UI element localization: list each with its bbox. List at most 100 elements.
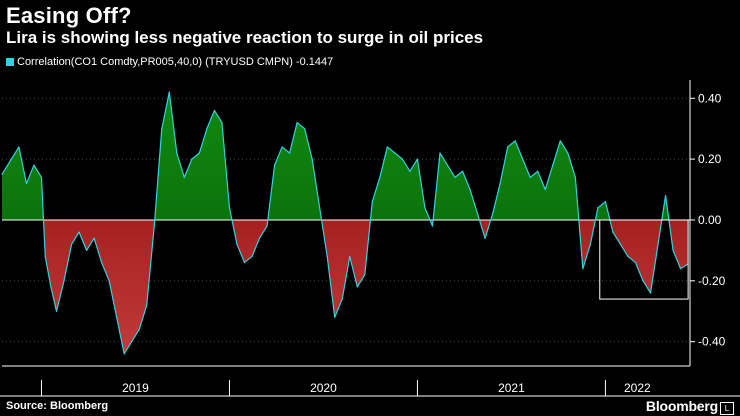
data-point [439, 152, 441, 154]
data-point [198, 152, 200, 154]
data-point [379, 176, 381, 178]
data-point [289, 152, 291, 154]
data-point [228, 207, 231, 209]
data-point [44, 255, 46, 258]
data-point [50, 286, 52, 288]
data-point [356, 286, 358, 288]
data-point [672, 249, 674, 251]
data-point [33, 164, 35, 166]
data-point [221, 121, 223, 124]
data-point [386, 146, 388, 148]
data-point [108, 280, 110, 282]
data-point [40, 176, 43, 178]
data-point [649, 292, 652, 294]
chart-subtitle: Lira is showing less negative reaction t… [6, 28, 484, 47]
data-point [176, 152, 178, 154]
data-point [251, 255, 253, 258]
data-point [213, 109, 216, 112]
data-point [680, 268, 682, 270]
data-point [469, 188, 471, 191]
positive-area [2, 92, 689, 220]
data-point [101, 261, 103, 264]
data-point [304, 128, 306, 130]
y-tick-label: -0.20 [698, 274, 726, 288]
data-point [10, 158, 12, 160]
data-point [281, 146, 283, 148]
data-point [183, 176, 185, 178]
data-point [146, 304, 148, 306]
data-point [522, 158, 524, 160]
data-point [25, 182, 28, 185]
y-tick-label: 0.00 [698, 213, 722, 227]
data-point [18, 146, 20, 148]
highlight-box [599, 219, 689, 300]
data-point [454, 176, 456, 178]
data-point [589, 243, 591, 245]
data-point [507, 146, 509, 148]
brand-logo: Bloomberg [645, 398, 718, 414]
data-point [559, 140, 561, 142]
data-point [409, 170, 411, 172]
data-point [161, 128, 163, 130]
brand-mark-icon: L [720, 402, 734, 415]
data-point [394, 152, 396, 154]
data-point [634, 261, 637, 264]
data-point [168, 91, 170, 93]
data-point [349, 255, 351, 258]
legend-swatch [6, 58, 14, 66]
data-point [499, 182, 501, 185]
data-point [191, 158, 193, 160]
x-year-label: 2022 [624, 381, 651, 395]
data-point [604, 201, 607, 203]
data-point [484, 237, 486, 239]
data-point [131, 341, 133, 343]
data-point [574, 176, 576, 178]
data-point [85, 249, 88, 251]
data-point [431, 225, 434, 227]
data-point [582, 268, 584, 270]
data-point [544, 188, 546, 191]
negative-area [43, 219, 689, 354]
data-point [311, 158, 313, 160]
data-point [319, 207, 321, 209]
legend-label: Correlation(CO1 Comdty,PR005,40,0) (TRYU… [17, 56, 334, 68]
x-year-label: 2021 [498, 381, 525, 395]
data-point [401, 158, 403, 160]
data-point [326, 255, 328, 258]
data-point [416, 158, 419, 160]
x-year-label: 2019 [122, 381, 149, 395]
data-point [70, 243, 73, 245]
data-point [664, 195, 667, 197]
data-point [266, 225, 268, 227]
data-point [371, 201, 373, 203]
data-point [341, 298, 343, 300]
x-year-label: 2020 [310, 381, 337, 395]
data-point [55, 310, 58, 312]
data-point [334, 316, 336, 318]
data-point [446, 164, 449, 166]
data-point [642, 280, 644, 282]
legend: Correlation(CO1 Comdty,PR005,40,0) (TRYU… [6, 56, 333, 68]
data-point [529, 176, 531, 178]
y-tick-label: 0.20 [698, 152, 722, 166]
data-point [1, 173, 3, 175]
data-point [537, 170, 539, 172]
data-point [424, 207, 426, 209]
data-point [612, 231, 614, 233]
data-point [206, 128, 208, 130]
y-tick-label: 0.40 [698, 91, 722, 105]
data-point [296, 121, 298, 124]
data-point [552, 164, 554, 166]
data-point [116, 316, 118, 318]
data-point [78, 231, 80, 233]
y-tick-label: -0.40 [698, 335, 726, 349]
source-note: Source: Bloomberg [6, 400, 109, 412]
data-point [93, 237, 95, 239]
data-point [567, 152, 569, 154]
data-point [258, 237, 261, 239]
data-point [514, 140, 516, 142]
data-point [461, 170, 464, 172]
data-point [138, 328, 140, 331]
data-point [492, 213, 494, 215]
